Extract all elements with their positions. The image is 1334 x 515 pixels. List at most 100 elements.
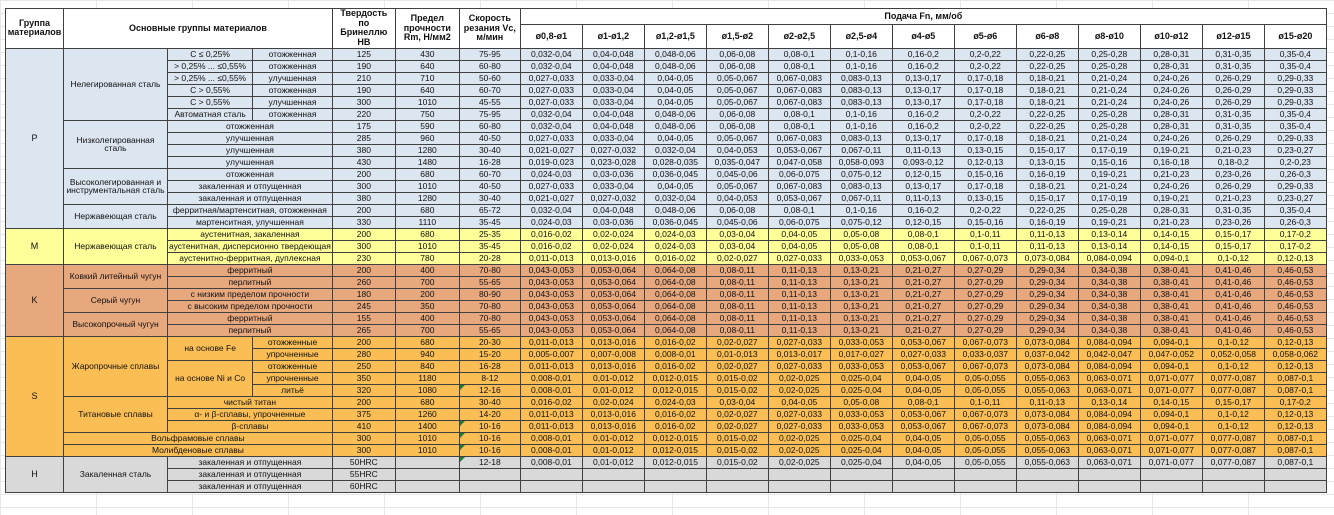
cell-feed[interactable]: 0,38-0,41 [1139, 263, 1203, 277]
cell-speed[interactable]: 35-45 [458, 239, 521, 253]
cell-feed[interactable]: 0,013-0,016 [581, 419, 645, 433]
cell-feed[interactable]: 0,055-0,063 [1015, 443, 1079, 457]
cell-feed[interactable]: 0,22-0,25 [1015, 59, 1079, 73]
cell-label[interactable]: > 0,25% ... ≤0,55% [166, 71, 254, 85]
cell-feed[interactable]: 0,15-0,17 [1201, 239, 1265, 253]
cell-feed[interactable]: 0,22-0,25 [1015, 47, 1079, 61]
cell-feed[interactable]: 0,036-0,045 [643, 167, 707, 181]
cell-feed[interactable]: 0,033-0,053 [829, 419, 893, 433]
cell-hardness[interactable]: 200 [331, 395, 396, 409]
cell-feed[interactable]: 0,027-0,033 [519, 95, 583, 109]
cell-feed[interactable]: 0,016-0,02 [643, 335, 707, 349]
cell-feed[interactable]: 0,27-0,29 [953, 263, 1017, 277]
cell-feed[interactable]: 0,005-0,007 [519, 347, 583, 361]
cell-feed[interactable]: 0,016-0,02 [643, 407, 707, 421]
cell-feed[interactable]: 0,03-0,04 [705, 227, 769, 241]
cell-feed[interactable]: 0,15-0,17 [1201, 395, 1265, 409]
cell-label[interactable]: с низким пределом прочности [167, 287, 333, 301]
cell-label[interactable]: мартенситная, улучшенная [167, 215, 333, 229]
cell-label[interactable]: улучшенная [167, 155, 333, 169]
cell-feed[interactable]: 0,067-0,11 [829, 191, 893, 205]
cell-strength[interactable]: 590 [394, 119, 460, 133]
cell-feed[interactable]: 0,02-0,024 [581, 227, 645, 241]
cell-feed[interactable]: 0,14-0,15 [1139, 239, 1203, 253]
cell-feed[interactable]: 0,06-0,08 [705, 203, 769, 217]
cell-material-group[interactable]: K [5, 263, 64, 337]
cell-feed[interactable]: 0,13-0,21 [829, 263, 893, 277]
cell-feed[interactable]: 0,38-0,41 [1139, 275, 1203, 289]
cell-feed[interactable]: 0,033-0,037 [953, 347, 1017, 361]
cell-feed[interactable]: 0,11-0,13 [891, 191, 955, 205]
cell-feed[interactable]: 0,21-0,23 [1139, 215, 1203, 229]
cell-label[interactable]: улучшенная [167, 131, 333, 145]
cell-feed[interactable]: 0,071-0,077 [1139, 431, 1203, 445]
cell-feed[interactable]: 0,24-0,26 [1139, 71, 1203, 85]
cell-feed[interactable]: 0,027-0,033 [519, 83, 583, 97]
cell-feed[interactable]: 0,033-0,04 [581, 179, 645, 193]
cell-strength[interactable]: 1280 [394, 143, 460, 157]
cell-feed[interactable]: 0,04-0,05 [643, 131, 707, 145]
cell-feed[interactable]: 0,064-0,08 [643, 275, 707, 289]
cell-hardness[interactable]: 300 [331, 179, 396, 193]
header-feed-col[interactable]: ø1,2-ø1,5 [643, 24, 707, 49]
cell-label[interactable]: Молибденовые сплавы [63, 443, 333, 457]
cell-feed[interactable]: 0,25-0,28 [1077, 107, 1141, 121]
cell-feed[interactable]: 0,063-0,071 [1077, 371, 1141, 385]
header-speed-col[interactable]: Скорость резания Vc, м/мин [458, 8, 521, 49]
cell-feed[interactable]: 0,02-0,025 [767, 431, 831, 445]
cell-feed[interactable] [829, 479, 893, 493]
cell-feed[interactable]: 0,11-0,13 [767, 263, 831, 277]
cell-feed[interactable]: 0,032-0,04 [519, 119, 583, 133]
header-group-col[interactable]: Группа материалов [5, 8, 64, 49]
cell-feed[interactable]: 0,19-0,21 [1139, 191, 1203, 205]
cell-feed[interactable]: 0,033-0,04 [581, 83, 645, 97]
cell-label[interactable]: C > 0,55% [166, 83, 254, 97]
cell-feed[interactable]: 0,011-0,013 [519, 359, 583, 373]
cell-label[interactable]: перлитный [167, 275, 333, 289]
cell-feed[interactable]: 0,047-0,058 [767, 155, 831, 169]
cell-label[interactable]: Высокопрочный чугун [63, 311, 168, 337]
cell-hardness[interactable]: 175 [331, 119, 396, 133]
cell-feed[interactable]: 0,023-0,028 [581, 155, 645, 169]
cell-feed[interactable]: 0,094-0,1 [1139, 251, 1203, 265]
cell-feed[interactable]: 0,015-0,02 [705, 383, 769, 397]
cell-speed[interactable]: 25-35 [458, 227, 521, 241]
cell-label[interactable]: отожженная [252, 107, 333, 121]
cell-feed[interactable]: 0,21-0,24 [1077, 71, 1141, 85]
cell-feed[interactable]: 0,46-0,53 [1263, 263, 1327, 277]
cell-feed[interactable]: 0,15-0,17 [1201, 227, 1265, 241]
cell-label[interactable]: закаленная и отпущенная [167, 455, 333, 469]
cell-feed[interactable]: 0,11-0,13 [767, 299, 831, 313]
cell-speed[interactable]: 10-16 [458, 419, 521, 433]
cell-feed[interactable]: 0,13-0,17 [891, 131, 955, 145]
cell-feed[interactable]: 0,08-0,1 [891, 395, 955, 409]
cell-feed[interactable]: 0,11-0,13 [1015, 395, 1079, 409]
cell-speed[interactable]: 55-65 [458, 323, 521, 337]
cell-feed[interactable]: 0,26-0,3 [1263, 167, 1327, 181]
cell-feed[interactable]: 0,053-0,064 [581, 299, 645, 313]
cell-feed[interactable]: 0,093-0,12 [891, 155, 955, 169]
cell-feed[interactable]: 0,15-0,16 [953, 215, 1017, 229]
cell-hardness[interactable]: 200 [331, 335, 396, 349]
cell-feed[interactable]: 0,1-0,12 [1201, 251, 1265, 265]
cell-feed[interactable]: 0,17-0,18 [953, 179, 1017, 193]
cell-speed[interactable]: 8-12 [458, 371, 521, 385]
cell-feed[interactable]: 0,2-0,22 [953, 107, 1017, 121]
cell-feed[interactable]: 0,02-0,024 [581, 239, 645, 253]
cell-feed[interactable]: 0,027-0,033 [519, 179, 583, 193]
cell-feed[interactable]: 0,067-0,083 [767, 95, 831, 109]
cell-hardness[interactable]: 285 [331, 131, 396, 145]
cell-feed[interactable]: 0,26-0,29 [1201, 71, 1265, 85]
cell-strength[interactable] [394, 479, 460, 493]
cell-feed[interactable]: 0,019-0,023 [519, 155, 583, 169]
cell-feed[interactable] [1139, 467, 1203, 481]
cell-strength[interactable]: 640 [394, 83, 460, 97]
cell-strength[interactable]: 400 [394, 263, 460, 277]
cell-feed[interactable]: 0,055-0,063 [1015, 371, 1079, 385]
cell-feed[interactable]: 0,31-0,35 [1201, 47, 1265, 61]
cell-feed[interactable]: 0,013-0,016 [581, 251, 645, 265]
cell-strength[interactable]: 700 [394, 323, 460, 337]
cell-feed[interactable]: 0,28-0,31 [1139, 59, 1203, 73]
cell-label[interactable]: Жаропрочные сплавы [63, 335, 168, 397]
cell-feed[interactable]: 0,27-0,29 [953, 323, 1017, 337]
